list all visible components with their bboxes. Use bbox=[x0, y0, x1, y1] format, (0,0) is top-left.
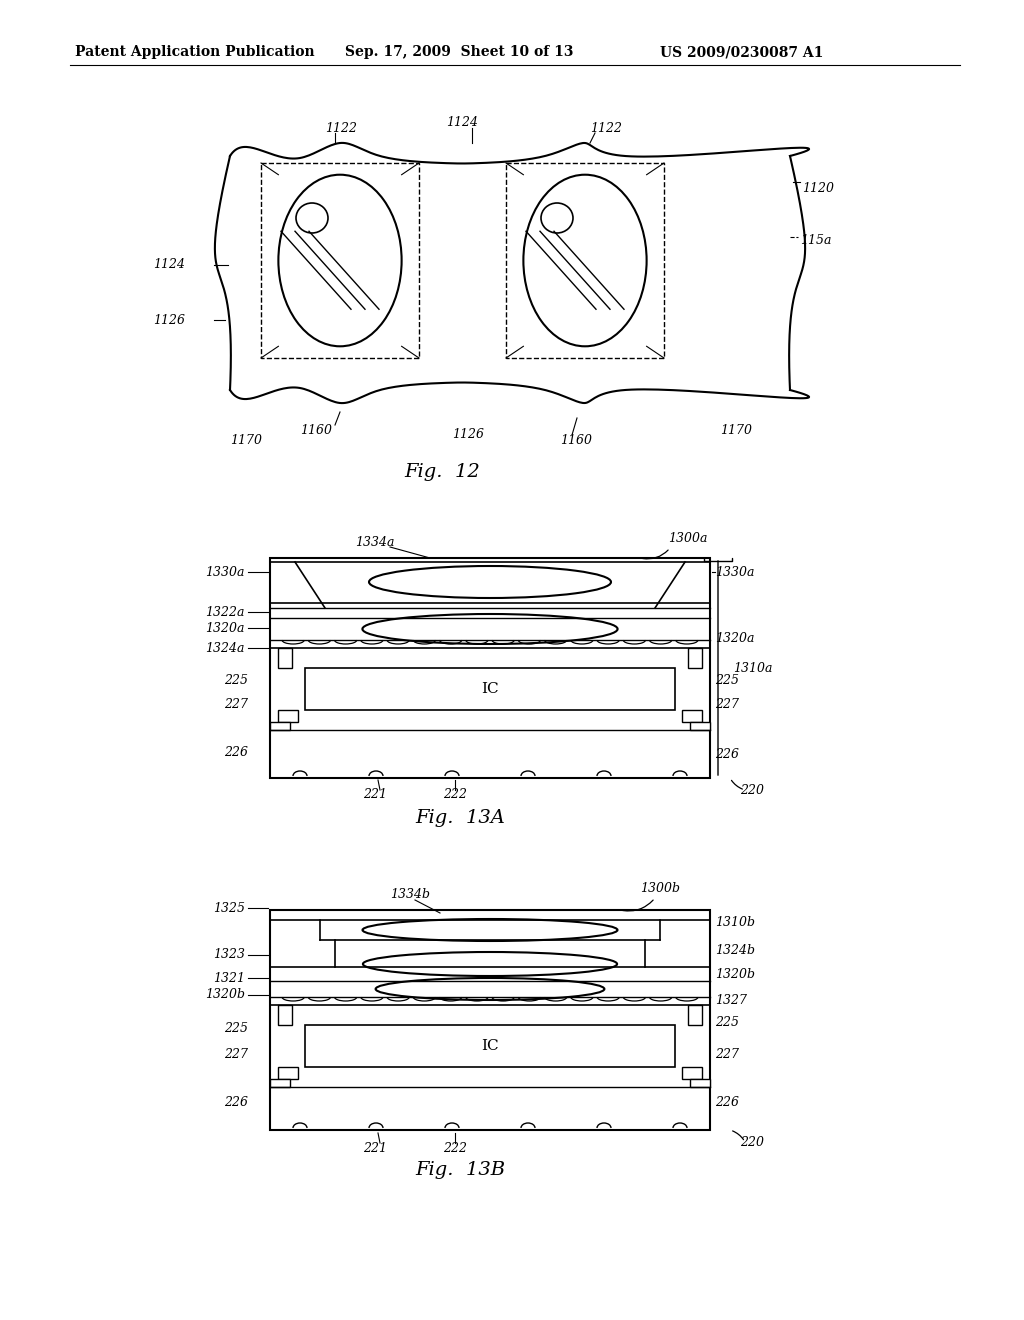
Text: US 2009/0230087 A1: US 2009/0230087 A1 bbox=[660, 45, 823, 59]
Text: 1324b: 1324b bbox=[715, 944, 755, 957]
Text: 226: 226 bbox=[715, 1096, 739, 1109]
Text: 115a: 115a bbox=[800, 234, 831, 247]
Bar bbox=[270, 1078, 290, 1086]
Text: IC: IC bbox=[481, 1039, 499, 1053]
Text: 1126: 1126 bbox=[452, 429, 484, 441]
Text: 1160: 1160 bbox=[560, 433, 592, 446]
Text: 1310b: 1310b bbox=[715, 916, 755, 928]
Text: 1327: 1327 bbox=[715, 994, 746, 1006]
Text: 225: 225 bbox=[224, 1022, 248, 1035]
Text: 227: 227 bbox=[224, 1048, 248, 1061]
Text: 1120: 1120 bbox=[802, 181, 834, 194]
Text: 1160: 1160 bbox=[300, 424, 332, 437]
Bar bbox=[278, 648, 292, 668]
Text: 1320b: 1320b bbox=[715, 969, 755, 982]
Bar bbox=[270, 909, 710, 1130]
Text: 227: 227 bbox=[224, 697, 248, 710]
Text: 226: 226 bbox=[224, 1096, 248, 1109]
Text: 225: 225 bbox=[715, 673, 739, 686]
Bar bbox=[261, 162, 419, 358]
Bar bbox=[270, 558, 710, 777]
Text: 227: 227 bbox=[715, 697, 739, 710]
Text: Sep. 17, 2009  Sheet 10 of 13: Sep. 17, 2009 Sheet 10 of 13 bbox=[345, 45, 573, 59]
Bar bbox=[690, 722, 710, 730]
Text: 220: 220 bbox=[740, 1135, 764, 1148]
Text: 1325: 1325 bbox=[213, 902, 245, 915]
Bar bbox=[270, 722, 290, 730]
Text: 1124: 1124 bbox=[446, 116, 478, 128]
Bar bbox=[305, 1026, 675, 1067]
Text: 222: 222 bbox=[443, 788, 467, 801]
Bar bbox=[682, 710, 702, 722]
Bar bbox=[682, 1067, 702, 1078]
Bar bbox=[305, 668, 675, 710]
Text: Fig.  12: Fig. 12 bbox=[404, 463, 480, 480]
Text: Fig.  13B: Fig. 13B bbox=[415, 1162, 505, 1179]
Ellipse shape bbox=[362, 952, 617, 975]
Text: 1300a: 1300a bbox=[668, 532, 708, 544]
Bar bbox=[690, 1078, 710, 1086]
Bar bbox=[688, 1005, 702, 1026]
Text: 1170: 1170 bbox=[720, 424, 752, 437]
Text: Patent Application Publication: Patent Application Publication bbox=[75, 45, 314, 59]
Bar bbox=[688, 648, 702, 668]
Text: 1324a: 1324a bbox=[206, 642, 245, 655]
Text: 1300b: 1300b bbox=[640, 882, 680, 895]
Text: 1330a: 1330a bbox=[715, 565, 755, 578]
Text: 220: 220 bbox=[740, 784, 764, 796]
Text: 1330a: 1330a bbox=[206, 565, 245, 578]
Text: 1124: 1124 bbox=[153, 259, 185, 272]
Text: 1310a: 1310a bbox=[733, 661, 772, 675]
Text: 221: 221 bbox=[362, 788, 387, 801]
Text: 221: 221 bbox=[362, 1142, 387, 1155]
Text: Fig.  13A: Fig. 13A bbox=[415, 809, 505, 828]
Ellipse shape bbox=[362, 919, 617, 941]
Text: 1122: 1122 bbox=[325, 121, 357, 135]
Text: 1321: 1321 bbox=[213, 972, 245, 985]
Text: 1334b: 1334b bbox=[390, 888, 430, 902]
Text: 1320a: 1320a bbox=[206, 622, 245, 635]
Text: 225: 225 bbox=[224, 673, 248, 686]
Bar bbox=[278, 1067, 298, 1078]
Bar bbox=[506, 162, 664, 358]
Text: 1334a: 1334a bbox=[355, 536, 394, 549]
Text: 1126: 1126 bbox=[153, 314, 185, 326]
Text: 227: 227 bbox=[715, 1048, 739, 1061]
Bar bbox=[278, 1005, 292, 1026]
Ellipse shape bbox=[369, 566, 611, 598]
Text: 225: 225 bbox=[715, 1015, 739, 1028]
Text: 1320a: 1320a bbox=[715, 631, 755, 644]
Text: 1323: 1323 bbox=[213, 949, 245, 961]
Text: IC: IC bbox=[481, 682, 499, 696]
Text: 226: 226 bbox=[715, 748, 739, 762]
Bar bbox=[278, 710, 298, 722]
Text: 1320b: 1320b bbox=[205, 989, 245, 1002]
Text: 1322a: 1322a bbox=[206, 606, 245, 619]
Text: 1122: 1122 bbox=[590, 121, 622, 135]
Text: 226: 226 bbox=[224, 746, 248, 759]
Text: 222: 222 bbox=[443, 1142, 467, 1155]
Text: 1170: 1170 bbox=[230, 433, 262, 446]
